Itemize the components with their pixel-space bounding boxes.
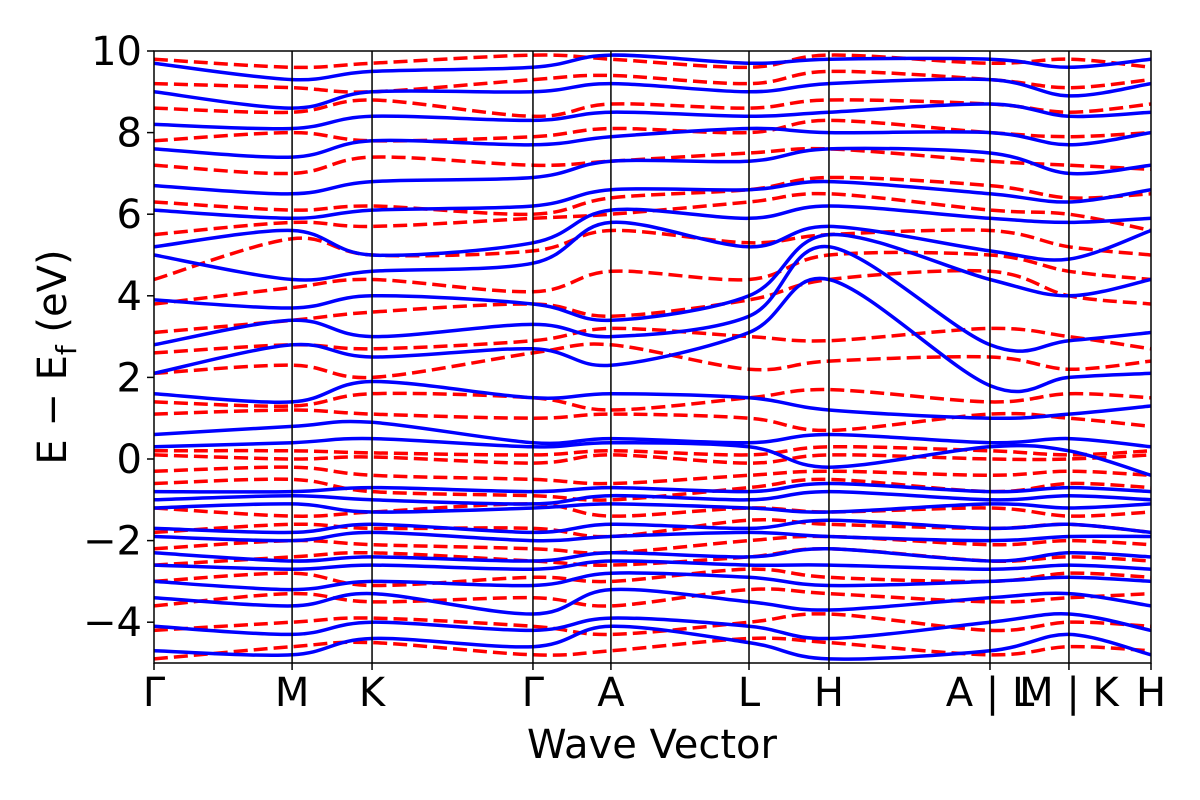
y-tick-label: 2	[117, 355, 142, 401]
band-line-solid	[154, 102, 1151, 131]
band-lines	[154, 53, 1151, 661]
band-line-dashed	[154, 228, 1151, 282]
band-line-solid	[154, 547, 1151, 563]
band-line-solid	[154, 232, 1151, 323]
band-line-dashed	[154, 453, 1151, 465]
band-line-dashed	[154, 636, 1151, 661]
y-axis-label-unit: (eV)	[30, 249, 76, 345]
band-line-dashed	[154, 387, 1151, 412]
y-tick-label: 8	[117, 111, 142, 157]
y-tick-label: −2	[83, 519, 142, 565]
x-tick-label: M	[275, 670, 310, 716]
band-line-solid	[154, 502, 1151, 514]
band-line-dashed	[154, 146, 1151, 176]
x-tick-label: H	[814, 670, 844, 716]
x-tick-label: H	[1136, 670, 1166, 716]
band-line-solid	[154, 220, 1151, 282]
x-tick-label: M | K	[1019, 670, 1120, 716]
y-tick-label: 0	[117, 437, 142, 483]
band-line-solid	[154, 559, 1151, 571]
band-line-solid	[154, 530, 1151, 543]
band-line-dashed	[154, 191, 1151, 237]
y-axis-label-main: E − E	[30, 355, 76, 465]
band-line-solid	[154, 53, 1151, 82]
band-line-dashed	[154, 326, 1151, 355]
band-line-solid	[154, 481, 1151, 494]
x-tick-label: Γ	[143, 670, 166, 716]
band-line-dashed	[154, 444, 1151, 457]
band-line-solid	[154, 276, 1151, 394]
x-axis: Γ M K Γ A L H A | LM | K H	[143, 663, 1166, 716]
band-line-solid	[154, 436, 1151, 477]
y-tick-label: 10	[91, 29, 142, 75]
x-axis-label: Wave Vector	[527, 722, 778, 768]
band-line-solid	[154, 379, 1151, 421]
x-tick-label: Γ	[522, 670, 545, 716]
plot-frame	[153, 50, 1152, 664]
band-line-dashed	[154, 175, 1151, 217]
band-line-solid	[154, 518, 1151, 535]
band-line-solid	[154, 587, 1151, 616]
band-line-solid	[154, 77, 1151, 110]
x-tick-label: A	[597, 670, 625, 716]
band-line-dashed	[154, 587, 1151, 608]
band-line-solid	[154, 204, 1151, 258]
high-symmetry-lines	[291, 51, 1070, 663]
band-line-solid	[154, 146, 1151, 196]
plot-background	[154, 51, 1151, 663]
band-line-solid	[154, 126, 1151, 159]
x-tick-label: A | L	[946, 670, 1035, 716]
band-line-solid	[154, 179, 1151, 221]
y-tick-label: 6	[117, 192, 142, 238]
y-axis: −4 −2 0 2 4 6 8 10	[83, 29, 154, 646]
band-line-dashed	[154, 534, 1151, 555]
band-line-dashed	[154, 268, 1151, 335]
band-line-solid	[154, 624, 1151, 661]
band-line-solid	[154, 419, 1151, 449]
band-line-solid	[154, 489, 1151, 506]
y-tick-label: 4	[117, 274, 142, 320]
band-line-solid	[154, 571, 1151, 592]
band-line-solid	[154, 245, 1151, 353]
band-line-dashed	[154, 502, 1151, 518]
x-tick-label: K	[359, 670, 387, 716]
band-line-solid	[154, 612, 1151, 641]
band-line-dashed	[154, 465, 1151, 486]
y-axis-label: E − Ef (eV)	[30, 249, 83, 464]
y-tick-label: −4	[83, 600, 142, 646]
band-line-dashed	[154, 408, 1151, 433]
y-axis-label-subscript: f	[50, 344, 83, 355]
x-tick-label: L	[738, 670, 761, 716]
